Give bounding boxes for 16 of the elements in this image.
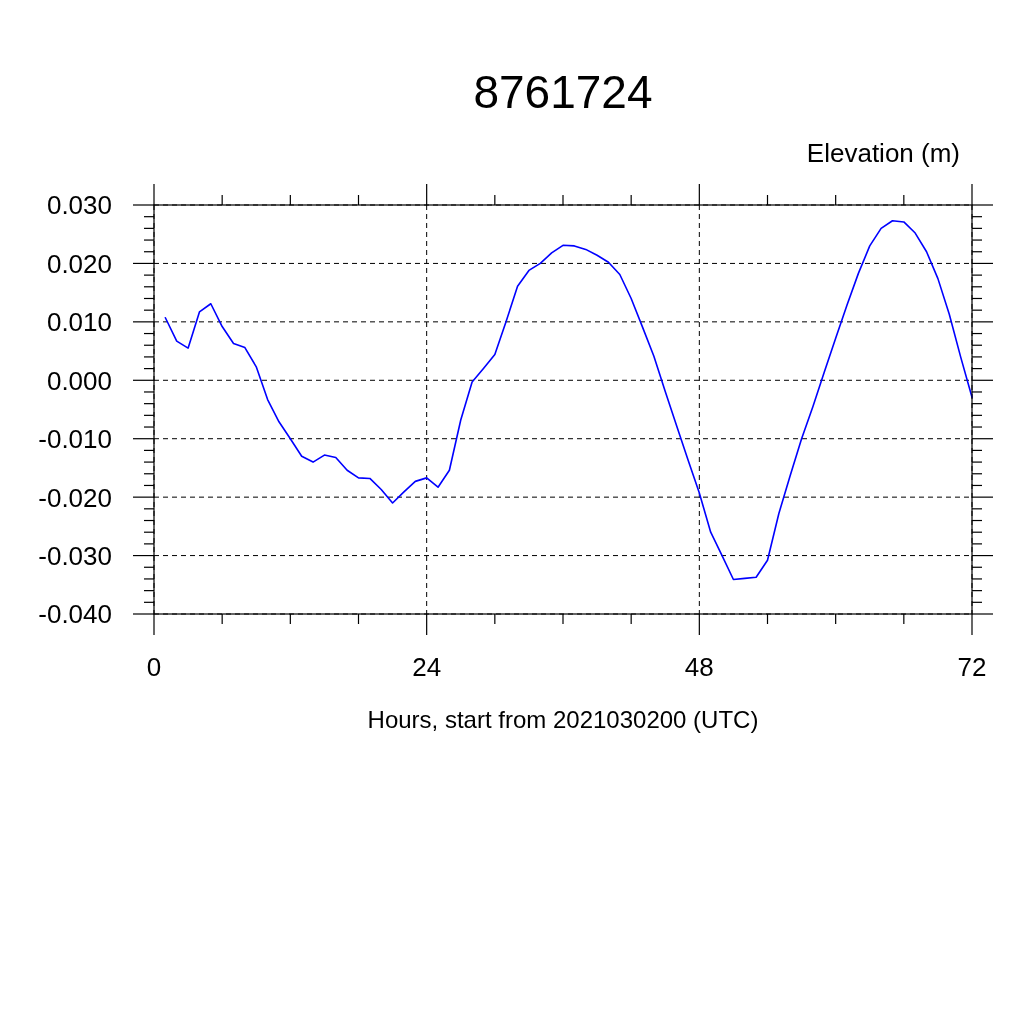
y-axis-title: Elevation (m): [806, 138, 960, 168]
y-tick-label: 0.000: [46, 365, 112, 396]
x-tick-label: 72: [957, 652, 987, 682]
y-tick-label: 0.030: [46, 190, 112, 221]
y-tick-label: -0.020: [38, 482, 112, 513]
x-tick-label: 24: [412, 652, 442, 682]
x-axis-title: Hours, start from 2021030200 (UTC): [367, 706, 759, 733]
y-tick-label: -0.030: [38, 540, 112, 571]
y-tick-label: 0.020: [46, 248, 112, 279]
chart-title: 8761724: [473, 66, 653, 118]
y-tick-label: -0.040: [38, 599, 112, 630]
x-tick-label: 48: [684, 652, 714, 682]
x-tick-label: 0: [146, 652, 162, 682]
y-tick-label: 0.010: [46, 307, 112, 338]
line-series: [164, 219, 973, 581]
y-tick-label: -0.010: [38, 424, 112, 455]
